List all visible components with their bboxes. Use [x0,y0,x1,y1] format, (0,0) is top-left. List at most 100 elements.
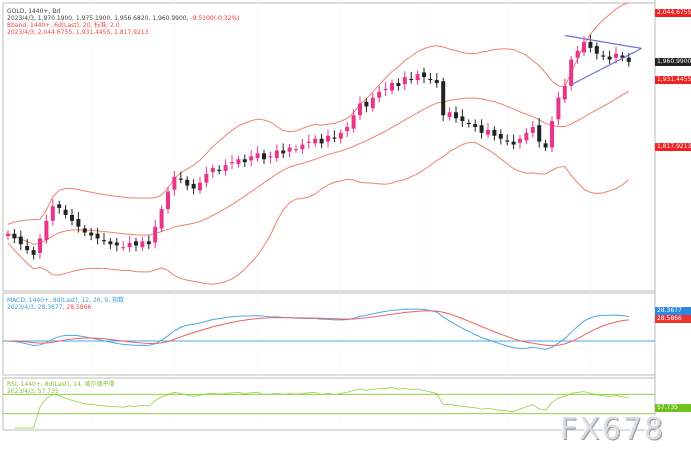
candle-body [121,247,126,249]
candle-body [569,59,574,86]
candle-body [18,236,23,245]
candle-body [473,124,478,127]
candle-body [626,57,631,62]
candle-body [492,129,497,136]
middle-band-line [7,90,630,245]
candle-body [255,153,260,159]
lower-band-line [7,142,630,285]
change-label: -9.5100(-0.32%) [190,15,240,22]
candle-body [236,159,241,164]
candle-body [25,246,30,251]
candle-body [294,149,298,151]
macd-tag: 28.3677 [655,307,691,315]
candle-body [454,112,458,119]
candle-body [396,82,401,86]
candle-body [562,85,567,100]
candle-body [76,219,81,227]
candle-body [210,168,215,173]
candle-body [518,138,522,143]
candle-body [607,56,612,60]
candle-body [198,182,202,191]
candle-body [300,144,305,150]
candle-body [242,159,247,163]
candle-body [428,78,433,81]
candle-body [422,72,426,78]
macd-label: MACD, 1440+, 8d(Last), 12, 26, 9, 指数 [7,297,125,304]
signal-line [7,310,629,347]
candle-body [594,46,599,54]
panel-frame-0 [2,2,656,292]
candle-body [306,141,311,143]
candle-body [12,233,17,239]
ohlc-label: 2023/4/3, 1,970.1900, 1,975.1900, 1,956.… [7,15,189,22]
candle-body [390,82,394,91]
candle-body [460,116,465,122]
rsi-legend: RSI, 1440+, 8d(Last), 14, 威尔德平滑 2023/4/3… [7,381,115,395]
candle-body [511,141,516,145]
candle-body [498,134,503,139]
candle-body [364,101,369,107]
candle-body [479,125,484,133]
candle-body [153,226,158,243]
candle-body [550,121,554,148]
candle-body [191,183,196,189]
candle-body [505,140,510,142]
candle-body [338,132,343,139]
bband-label: Bband, 1440+, 6d(Last), 20, 标准: 2.0 [7,22,120,29]
main-legend: GOLD, 1440+, Bd 2023/4/3, 1,970.1900, 1,… [7,8,240,36]
candle-body [44,220,49,241]
candle-body [178,178,183,180]
candle-body [620,55,625,58]
candle-body [204,173,209,183]
candle-body [166,191,170,210]
candle-body [319,138,324,144]
candle-body [159,209,164,229]
candle-body [108,241,113,245]
rsi-label: RSI, 1440+, 8d(Last), 14, 威尔德平滑 [7,381,115,388]
candle-body [102,240,106,242]
candle-body [217,169,222,171]
candle-body [146,241,151,245]
symbol-label: GOLD, 1440+, Bd [7,8,61,15]
candle-body [543,143,548,148]
mid-band-tag: 1,931.4455 [655,76,691,84]
signal-tag: 28.5866 [655,315,691,323]
candle-body [332,137,337,139]
candle-body [38,238,42,254]
candle-body [601,55,606,57]
watermark-logo: FX678 [560,412,666,447]
upper-band-line [7,2,629,225]
candle-body [287,147,292,152]
candle-body [377,91,382,98]
candle-body [262,153,266,160]
candle-body [274,150,279,159]
lower-band-tag: 1,817.9213 [655,143,691,151]
candle-body [556,97,561,120]
candle-body [63,209,68,215]
candle-body [582,41,586,53]
candle-body [326,135,330,142]
candle-body [313,138,318,144]
candle-body [50,206,55,221]
candle-body [6,233,10,237]
candle-body [89,232,94,236]
candle-body [441,81,446,116]
candle-body [249,156,254,161]
candle-body [134,241,138,246]
candle-body [447,112,452,118]
candle-body [31,250,36,255]
candle-body [95,233,100,239]
triangle-trendline [564,34,642,49]
candle-body [370,97,375,109]
candle-body [588,41,593,48]
candle-body [524,132,529,141]
macd-values: 2023/4/3, 28.3677, [7,304,65,311]
candle-body [281,150,286,154]
candle-body [70,214,74,221]
candle-body [172,176,177,190]
candle-body [185,179,190,186]
candle-body [466,122,471,125]
rsi-value: 2023/4/3, 57.735 [7,388,59,395]
